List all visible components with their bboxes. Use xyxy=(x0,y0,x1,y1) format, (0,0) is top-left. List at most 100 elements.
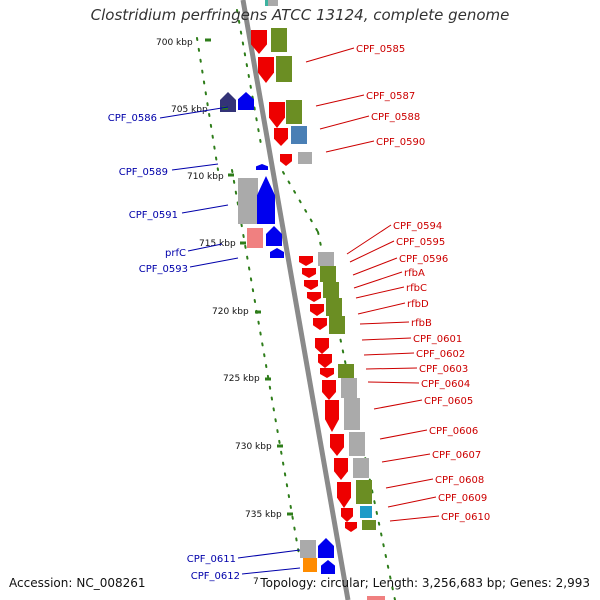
gene-label-forward: CPF_0608 xyxy=(435,475,484,486)
gene-leader-line xyxy=(159,106,229,119)
feature-block xyxy=(367,596,385,600)
feature-block xyxy=(300,540,316,558)
gene-leader-line xyxy=(187,243,223,252)
gene-leader-line xyxy=(325,140,375,153)
gene-label-reverse: CPF_0589 xyxy=(119,167,168,178)
scale-dot-path xyxy=(282,171,319,233)
feature-block xyxy=(268,0,278,6)
backbone-line xyxy=(240,0,351,600)
feature-block xyxy=(344,398,360,430)
gene-label-forward: CPF_0588 xyxy=(371,112,420,123)
gene-label-reverse: CPF_0611 xyxy=(187,554,236,565)
map-title: Clostridium perfringens ATCC 13124, comp… xyxy=(90,6,510,24)
scale-dot-path xyxy=(196,37,219,171)
feature-block xyxy=(349,432,365,456)
gene-label-forward: CPF_0587 xyxy=(366,91,415,102)
feature-block xyxy=(298,152,312,164)
gene-label-forward: CPF_0603 xyxy=(419,364,468,375)
feature-block xyxy=(286,100,302,124)
feature-block xyxy=(276,56,292,82)
gene-leader-line xyxy=(355,286,405,299)
gene-label-forward: CPF_0601 xyxy=(413,334,462,345)
feature-block xyxy=(303,558,317,572)
gene-label-forward: CPF_0607 xyxy=(432,450,481,461)
gene-label-reverse: CPF_0591 xyxy=(129,210,178,221)
gene-leader-line xyxy=(363,352,415,356)
gene-leader-line xyxy=(373,399,423,410)
feature-block xyxy=(362,520,376,530)
accession-value: NC_008261 xyxy=(76,576,146,590)
feature-block xyxy=(356,480,372,504)
gene-arrow-forward xyxy=(299,256,313,266)
feature-block xyxy=(291,126,307,144)
gene-leader-line xyxy=(389,515,440,522)
accession-label: Accession: xyxy=(9,576,73,590)
gene-leader-line xyxy=(365,367,418,370)
gene-arrow-forward xyxy=(320,368,334,378)
feature-block xyxy=(320,266,336,282)
gene-arrow-forward xyxy=(302,268,316,278)
gene-leader-line xyxy=(381,453,431,463)
gene-arrow-reverse xyxy=(318,538,334,558)
gene-label-forward: rfbA xyxy=(404,268,425,279)
feature-block xyxy=(318,252,334,266)
gene-label-forward: CPF_0609 xyxy=(438,493,487,504)
gene-leader-line xyxy=(346,224,392,255)
gene-arrow-forward xyxy=(258,57,274,83)
gene-label-reverse: CPF_0586 xyxy=(108,113,157,124)
gene-arrow-forward xyxy=(251,30,267,54)
feature-block xyxy=(247,228,263,248)
gene-arrow-forward xyxy=(310,304,324,316)
gene-leader-line xyxy=(352,257,398,276)
gene-arrow-forward xyxy=(313,318,327,330)
gene-label-forward: rfbB xyxy=(411,318,432,329)
gene-arrow-forward xyxy=(322,380,336,400)
gene-leader-line xyxy=(361,337,412,341)
gene-leader-line xyxy=(241,567,301,575)
gene-label-forward: rfbC xyxy=(406,283,427,294)
feature-block xyxy=(271,28,287,52)
gene-leader-line xyxy=(379,429,428,440)
gene-label-forward: CPF_0596 xyxy=(399,254,448,265)
scale-dot-path xyxy=(236,9,263,151)
accession-footer: Accession: NC_008261 xyxy=(9,576,146,590)
feature-block xyxy=(323,282,339,298)
gene-leader-line xyxy=(349,240,395,263)
gene-label-forward: CPF_0594 xyxy=(393,221,442,232)
scale-tick-label: 735 kbp xyxy=(245,510,282,520)
backbone-layer xyxy=(240,0,351,600)
scale-tick-label: 715 kbp xyxy=(199,239,236,249)
gene-arrow-forward xyxy=(334,458,348,480)
feature-block xyxy=(360,506,372,518)
scale-tick-label: 720 kbp xyxy=(212,307,249,317)
gene-arrow-reverse xyxy=(321,560,335,574)
gene-label-reverse: CPF_0612 xyxy=(191,571,240,582)
label-layer: CPF_0585 CPF_0587 CPF_0588 CPF_0590 CPF_0594… xyxy=(108,44,490,582)
gene-leader-line xyxy=(387,496,437,508)
gene-label-reverse: CPF_0593 xyxy=(139,264,188,275)
gene-arrow-forward xyxy=(345,522,357,532)
scale-layer: 700 kbp 705 kbp 710 kbp 715 kbp 720 kbp 725 k… xyxy=(156,38,293,587)
gene-label-forward: CPF_0606 xyxy=(429,426,478,437)
gene-leader-line xyxy=(359,321,410,325)
gene-arrow-forward xyxy=(325,400,339,432)
gene-arrow-forward xyxy=(315,338,329,354)
gene-arrow-reverse xyxy=(238,92,254,110)
gene-arrow-forward xyxy=(330,434,344,456)
gene-label-forward: CPF_0604 xyxy=(421,379,470,390)
feature-block xyxy=(329,316,345,334)
gene-layer xyxy=(220,30,357,574)
scale-tick-label: 710 kbp xyxy=(187,172,224,182)
gene-arrow-forward xyxy=(304,280,318,290)
gene-label-forward: CPF_0602 xyxy=(416,349,465,360)
gene-leader-line xyxy=(181,204,229,214)
gene-arrow-forward xyxy=(318,354,332,368)
gene-leader-line xyxy=(367,381,420,384)
gene-arrow-forward xyxy=(280,154,292,166)
scale-tick-label: 7 xyxy=(253,577,259,587)
gene-leader-line xyxy=(319,115,370,130)
feature-block xyxy=(353,458,369,478)
scale-dot-path xyxy=(231,169,301,561)
gene-arrow-forward xyxy=(307,292,321,302)
